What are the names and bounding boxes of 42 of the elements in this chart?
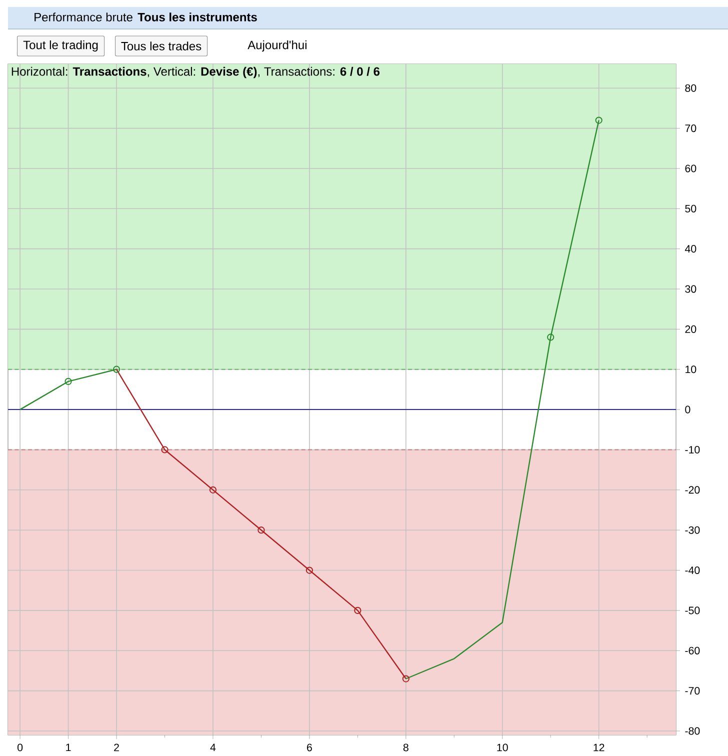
y-tick-label: -80 [685,727,700,735]
chart-title: Horizontal: Transactions, Vertical: Devise (€), Transactions: 6 / 0 / 6 [12,66,380,78]
point [64,378,72,385]
x-tick-label: 4 [210,744,216,752]
x-tick-label: 2 [114,744,119,752]
text: Tous les trades [121,42,202,50]
point [402,675,410,682]
point [161,446,168,454]
text: Performance brute [34,12,132,22]
x-tick-label: 1 [66,744,71,752]
y-tick-label: -20 [685,486,700,494]
x-tick-label: 10 [497,744,508,752]
y-tick-label: -40 [685,566,700,574]
y-tick-label: -70 [685,687,700,695]
y-tick-label: -50 [685,606,700,614]
y-tick-label: -60 [685,646,700,654]
y-tick-label: -30 [685,526,700,534]
y-tick-label: 70 [685,124,696,132]
x-tick-label: 8 [403,744,408,752]
point [595,116,602,124]
point [209,486,217,494]
x-tick-label: 0 [18,744,23,752]
point [306,566,314,574]
point [258,526,265,534]
y-tick-label: 30 [685,285,696,293]
text: Aujourd'hui [248,40,306,52]
point [354,606,362,614]
y-tick-label: 10 [686,366,696,374]
x-tick-label: 12 [594,744,604,752]
y-tick-label: 80 [685,84,696,92]
point [112,366,120,373]
y-tick-label: 20 [685,325,696,333]
y-tick-label: 60 [685,164,696,172]
line-series [405,120,600,680]
text: Tout le trading [23,40,98,52]
x-tick-label: 6 [307,744,312,752]
y-tick-label: -10 [685,446,700,454]
y-tick-label: 50 [685,204,696,212]
y-tick-label: 40 [684,245,696,253]
text: Tous les instruments [138,12,257,22]
y-tick-label: 0 [685,406,690,414]
point [547,334,554,341]
